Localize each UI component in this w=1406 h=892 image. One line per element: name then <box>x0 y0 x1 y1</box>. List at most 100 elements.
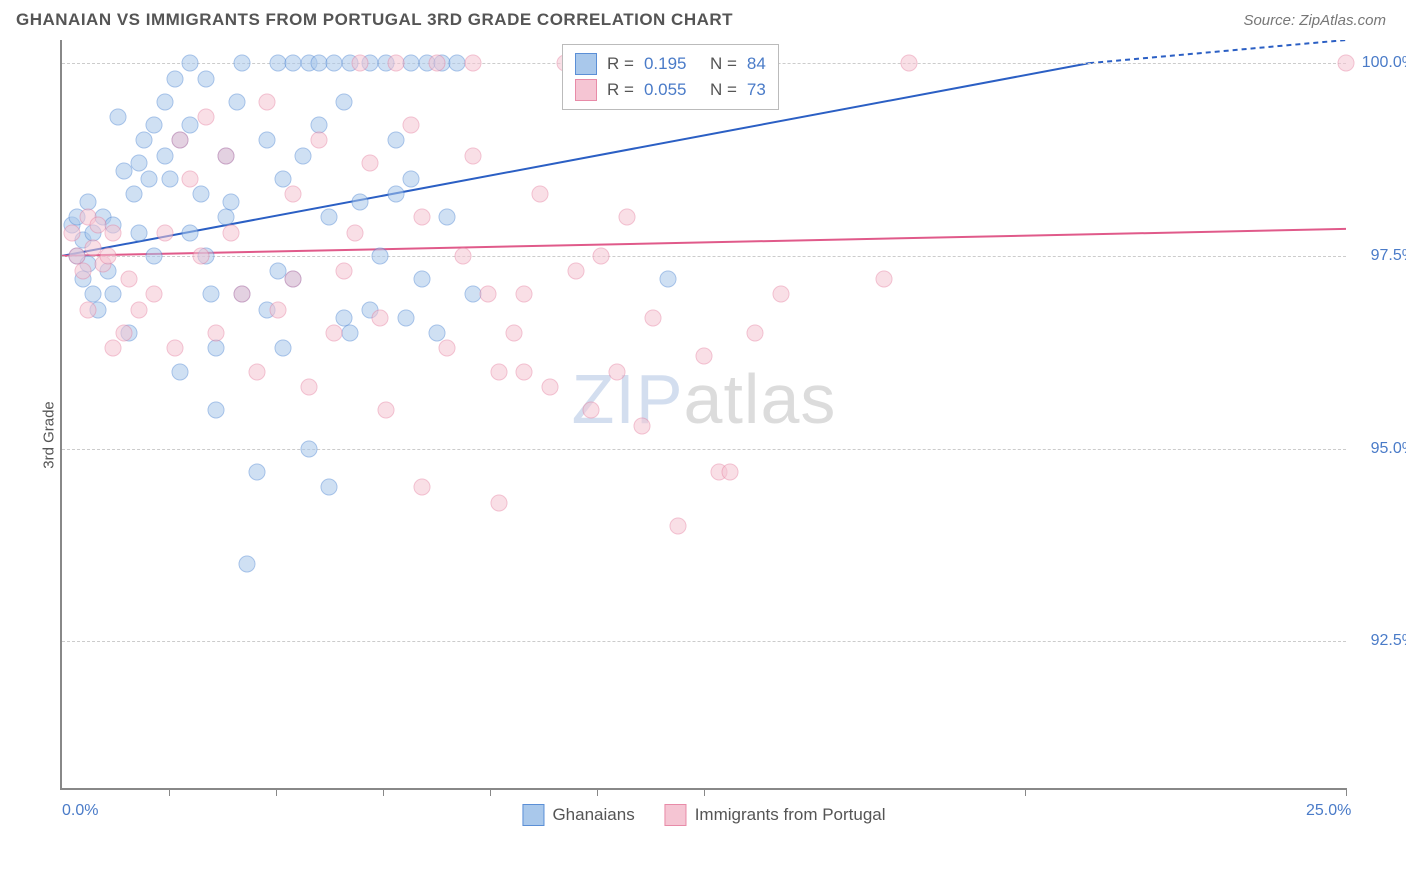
scatter-point <box>583 402 600 419</box>
scatter-point <box>105 340 122 357</box>
chart-title: GHANAIAN VS IMMIGRANTS FROM PORTUGAL 3RD… <box>16 10 733 30</box>
scatter-point <box>131 155 148 172</box>
gridline-h <box>62 449 1346 450</box>
scatter-point <box>110 109 127 126</box>
scatter-point <box>377 402 394 419</box>
x-tick <box>1346 788 1347 796</box>
legend-swatch <box>575 79 597 101</box>
scatter-point <box>156 93 173 110</box>
scatter-point <box>182 116 199 133</box>
legend-n-value: 84 <box>747 54 766 74</box>
scatter-point <box>84 240 101 257</box>
x-tick <box>490 788 491 796</box>
scatter-point <box>490 494 507 511</box>
scatter-point <box>454 247 471 264</box>
scatter-point <box>285 186 302 203</box>
scatter-point <box>79 301 96 318</box>
scatter-point <box>202 286 219 303</box>
scatter-point <box>387 55 404 72</box>
trend-lines <box>62 40 1346 788</box>
legend-r-value: 0.055 <box>644 80 700 100</box>
scatter-point <box>218 209 235 226</box>
legend-swatch <box>665 804 687 826</box>
scatter-point <box>161 170 178 187</box>
scatter-point <box>310 132 327 149</box>
scatter-point <box>249 463 266 480</box>
scatter-point <box>372 247 389 264</box>
scatter-point <box>285 271 302 288</box>
scatter-point <box>218 147 235 164</box>
scatter-point <box>172 132 189 149</box>
scatter-point <box>747 325 764 342</box>
scatter-point <box>403 170 420 187</box>
scatter-point <box>346 224 363 241</box>
scatter-point <box>228 93 245 110</box>
scatter-point <box>541 379 558 396</box>
scatter-point <box>64 224 81 241</box>
stats-legend-row: R = 0.055 N = 73 <box>575 77 766 103</box>
scatter-point <box>403 116 420 133</box>
y-tick-label: 97.5% <box>1371 247 1406 265</box>
scatter-point <box>336 309 353 326</box>
bottom-legend-item: Ghanaians <box>522 804 634 826</box>
scatter-point <box>223 224 240 241</box>
plot-area: ZIPatlas R = 0.195 N = 84 R = 0.055 N = … <box>60 40 1346 790</box>
stats-legend-row: R = 0.195 N = 84 <box>575 51 766 77</box>
chart-source: Source: ZipAtlas.com <box>1243 12 1386 29</box>
scatter-point <box>100 247 117 264</box>
scatter-point <box>156 224 173 241</box>
scatter-point <box>146 116 163 133</box>
scatter-point <box>321 209 338 226</box>
scatter-point <box>269 263 286 280</box>
scatter-point <box>233 286 250 303</box>
scatter-point <box>131 301 148 318</box>
x-tick-label: 0.0% <box>62 802 98 820</box>
y-tick-label: 95.0% <box>1371 440 1406 458</box>
scatter-point <box>567 263 584 280</box>
scatter-point <box>428 55 445 72</box>
legend-r-label: R = <box>607 80 634 100</box>
x-tick <box>597 788 598 796</box>
gridline-h <box>62 641 1346 642</box>
scatter-point <box>413 479 430 496</box>
scatter-point <box>249 363 266 380</box>
scatter-point <box>105 224 122 241</box>
legend-r-label: R = <box>607 54 634 74</box>
scatter-point <box>259 132 276 149</box>
scatter-point <box>125 186 142 203</box>
chart-header: GHANAIAN VS IMMIGRANTS FROM PORTUGAL 3RD… <box>0 0 1406 35</box>
scatter-point <box>721 463 738 480</box>
scatter-point <box>166 70 183 87</box>
scatter-point <box>670 517 687 534</box>
scatter-point <box>387 186 404 203</box>
scatter-point <box>223 193 240 210</box>
scatter-point <box>136 132 153 149</box>
scatter-point <box>439 209 456 226</box>
scatter-point <box>269 301 286 318</box>
scatter-point <box>238 556 255 573</box>
scatter-point <box>428 325 445 342</box>
legend-n-label: N = <box>710 54 737 74</box>
x-tick-label: 25.0% <box>1306 802 1351 820</box>
legend-swatch <box>522 804 544 826</box>
scatter-point <box>131 224 148 241</box>
scatter-point <box>326 325 343 342</box>
x-tick <box>276 788 277 796</box>
x-tick <box>169 788 170 796</box>
scatter-point <box>464 55 481 72</box>
scatter-point <box>300 440 317 457</box>
scatter-point <box>773 286 790 303</box>
scatter-point <box>295 147 312 164</box>
scatter-point <box>1338 55 1355 72</box>
scatter-point <box>105 286 122 303</box>
scatter-point <box>89 217 106 234</box>
scatter-point <box>120 271 137 288</box>
scatter-point <box>74 263 91 280</box>
legend-r-value: 0.195 <box>644 54 700 74</box>
bottom-legend-label: Immigrants from Portugal <box>695 805 886 825</box>
scatter-point <box>608 363 625 380</box>
scatter-point <box>192 247 209 264</box>
scatter-point <box>516 363 533 380</box>
scatter-point <box>644 309 661 326</box>
scatter-point <box>208 402 225 419</box>
